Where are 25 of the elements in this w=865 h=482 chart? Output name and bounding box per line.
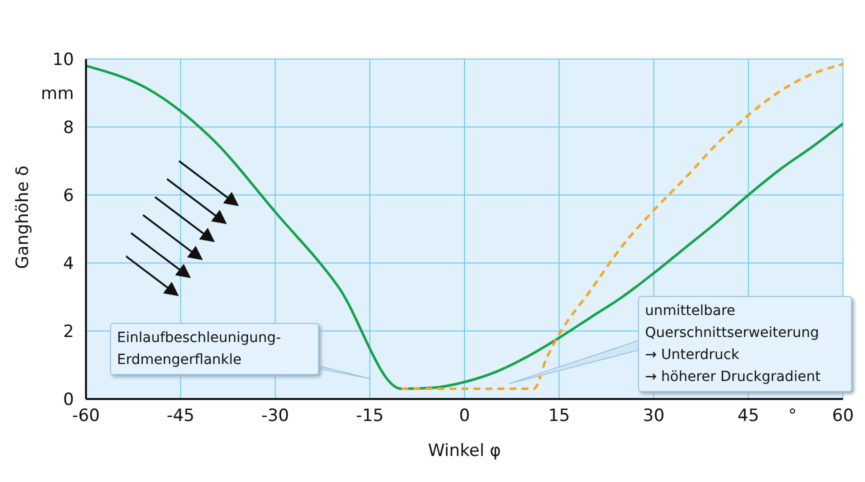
y-tick-label: 8 [63,118,74,138]
y-axis-title: Ganghöhe δ [13,166,34,269]
x-tick-label: ° [788,406,797,426]
line-series [400,62,843,390]
y-tick-label: 4 [63,254,74,274]
x-tick-label: 30 [642,406,665,426]
x-tick-label: 60 [832,406,854,426]
annotation: unmittelbare Querschnittserweiterung → Unterdruck → höherer Druckgradient [645,302,822,387]
y-tick-label: 2 [63,322,74,342]
x-axis-title: Winkel φ [428,441,501,461]
y-tick-label: 0 [63,390,74,410]
x-tick-label: -60 [72,406,100,426]
x-tick-label: -45 [166,406,195,426]
y-tick-label: 6 [63,186,74,206]
x-tick-label: 0 [459,406,470,426]
x-tick-label: 45 [738,406,760,426]
x-tick-label: 15 [548,406,570,426]
speech-bubble: Einlaufbeschleunigung- Erdmengerflankle [110,323,319,375]
y-tick-label: 10 [52,50,74,70]
speech-bubble: unmittelbare Querschnittserweiterung → Unterdruck → höherer Druckgradient [638,296,852,392]
x-tick-label: -15 [356,406,384,426]
x-tick-label: -30 [261,406,290,426]
line-series [86,64,843,390]
annotation: Einlaufbeschleunigung- Erdmengerflankle [117,329,282,370]
y-tick-label: mm [40,84,74,104]
